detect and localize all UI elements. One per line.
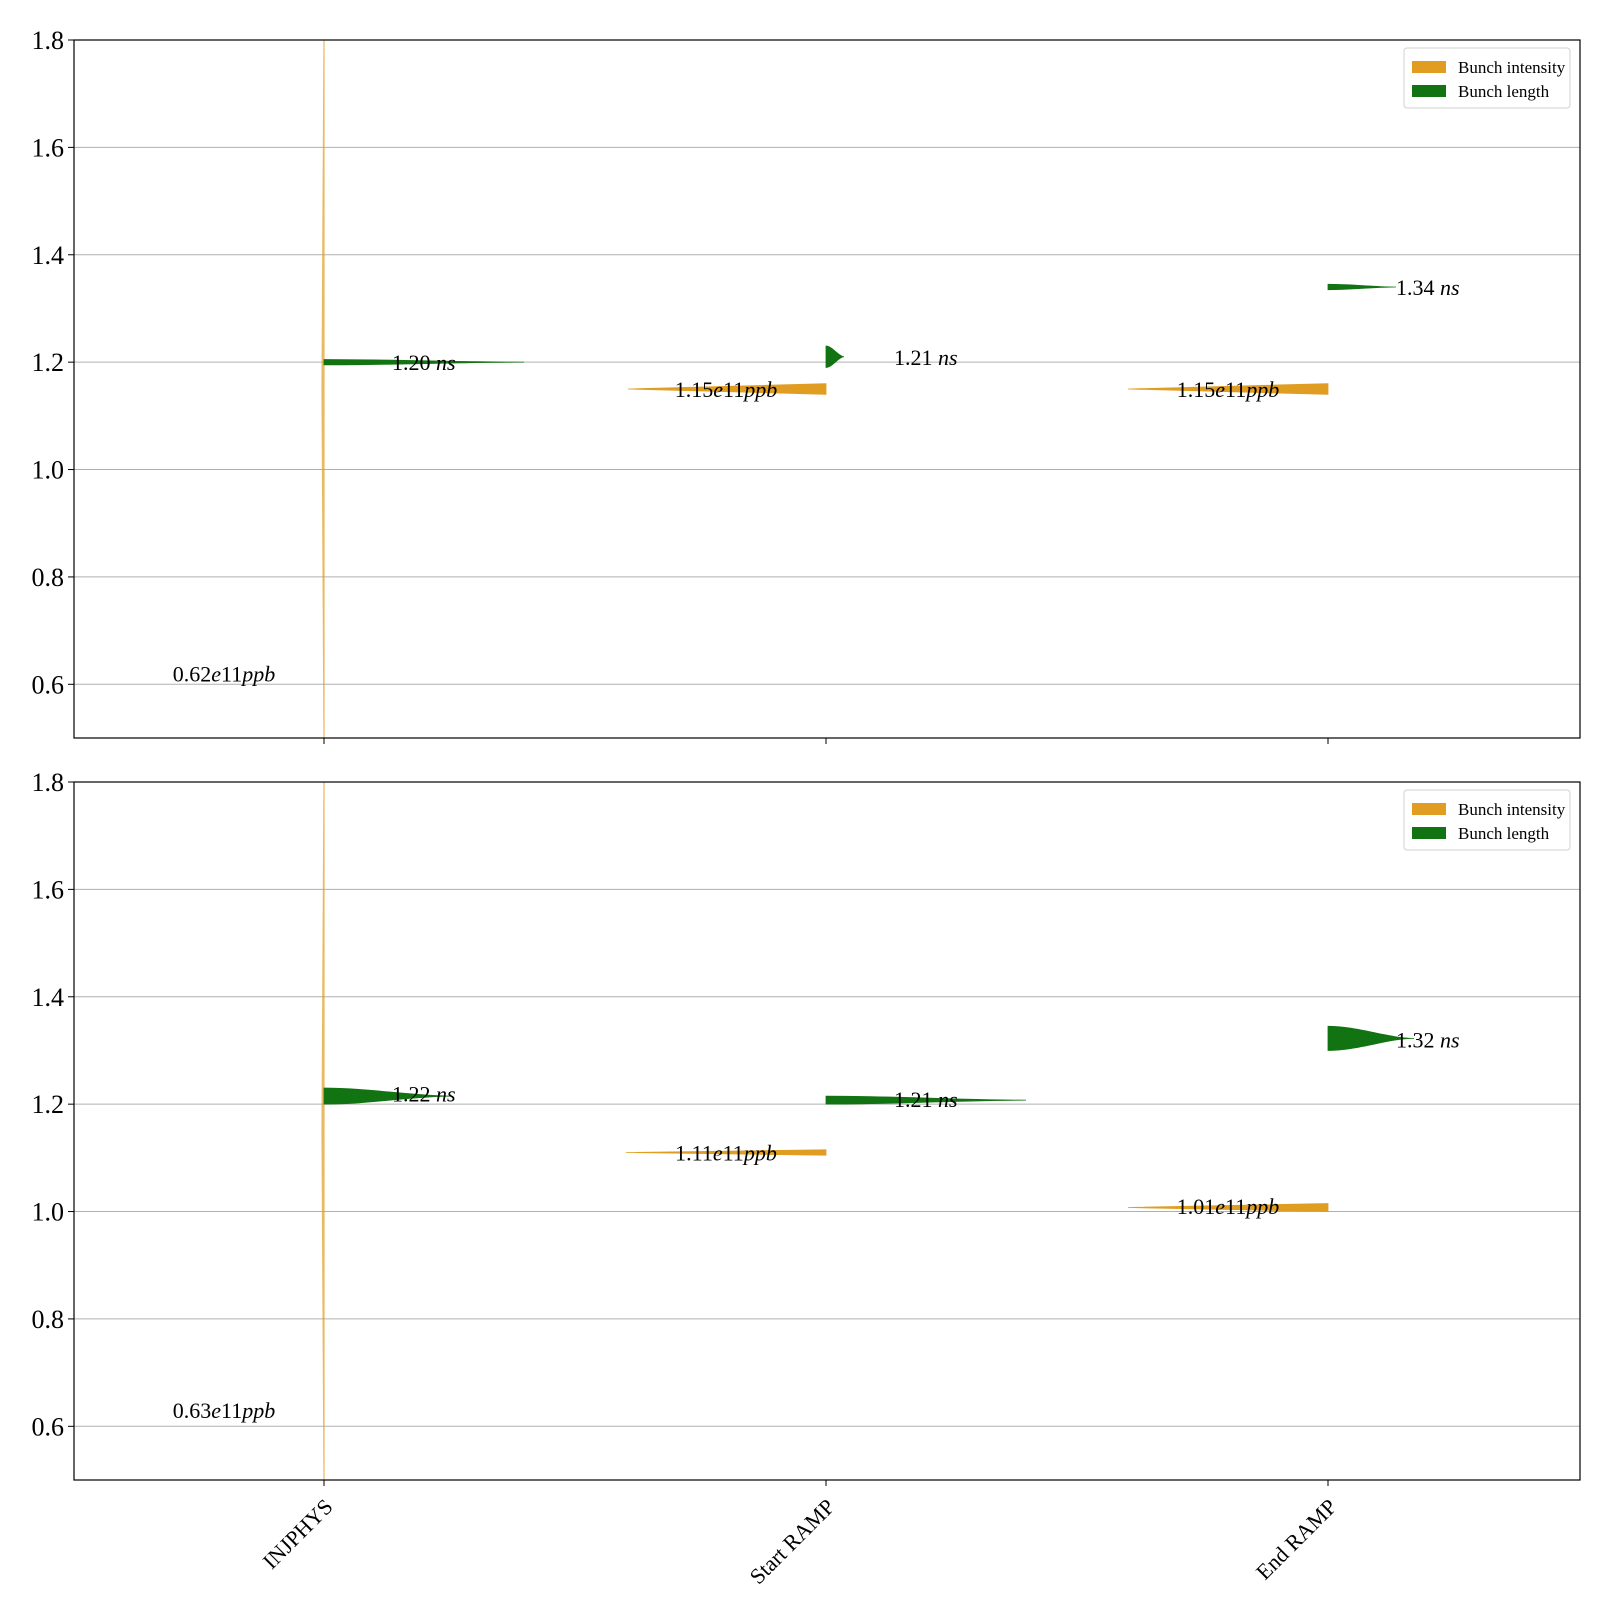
intensity-violin	[1127, 383, 1329, 395]
y-tick-label: 0.8	[32, 563, 65, 592]
y-tick-label: 1.2	[32, 1090, 65, 1119]
length-violin	[323, 1087, 453, 1105]
x-tick-label: INJPHYS	[258, 1494, 338, 1574]
x-tick-label: End RAMP	[1251, 1494, 1342, 1585]
y-tick-label: 1.8	[32, 768, 65, 797]
y-tick-label: 0.8	[32, 1305, 65, 1334]
intensity-violin	[1127, 1203, 1329, 1212]
length-violin	[1327, 1025, 1415, 1051]
y-tick-label: 1.6	[32, 133, 65, 162]
intensity-annotation: 1.01e11ppb	[1177, 1194, 1279, 1219]
length-violin	[825, 345, 845, 368]
legend: Bunch intensity Bunch length	[1403, 789, 1571, 851]
y-tick-label: 1.0	[32, 1198, 65, 1227]
intensity-violin	[627, 383, 827, 395]
y-tick-label: 0.6	[32, 1412, 65, 1441]
y-tick-label: 1.4	[32, 983, 65, 1012]
length-annotation: 1.22 ns	[392, 1081, 456, 1106]
length-annotation: 1.34 ns	[1396, 275, 1460, 300]
intensity-annotation: 0.63e11ppb	[173, 1398, 275, 1423]
intensity-violin	[321, 39, 325, 739]
legend-label: Bunch length	[1458, 82, 1550, 101]
legend-label: Bunch intensity	[1458, 58, 1566, 77]
length-annotation: 1.21 ns	[894, 1087, 958, 1112]
intensity-annotation: 0.62e11ppb	[173, 662, 275, 687]
legend-swatch	[1412, 61, 1446, 73]
bottom-panel: 0.6 0.8 1.0 1.2 1.4 1.6 1.8 0.63e11ppb 1.22 ns 1.…	[32, 768, 1581, 1589]
length-annotation: 1.32 ns	[1396, 1028, 1460, 1053]
axes-frame	[73, 39, 1581, 739]
intensity-annotation: 1.15e11ppb	[675, 377, 777, 402]
legend: Bunch intensity Bunch length	[1403, 47, 1571, 109]
y-tick-label: 1.0	[32, 456, 65, 485]
length-violin	[1327, 283, 1397, 291]
legend-label: Bunch length	[1458, 824, 1550, 843]
intensity-violin	[625, 1149, 827, 1156]
legend-swatch	[1412, 85, 1446, 97]
length-annotation: 1.21 ns	[894, 345, 958, 370]
y-tick-label: 1.6	[32, 875, 65, 904]
length-violin	[323, 359, 525, 366]
legend-label: Bunch intensity	[1458, 800, 1566, 819]
legend-swatch	[1412, 827, 1446, 839]
legend-swatch	[1412, 803, 1446, 815]
intensity-annotation: 1.15e11ppb	[1177, 377, 1279, 402]
x-tick-label: Start RAMP	[744, 1494, 839, 1589]
y-tick-label: 1.2	[32, 348, 65, 377]
intensity-violin	[321, 781, 325, 1481]
top-panel: 0.6 0.8 1.0 1.2 1.4 1.6 1.8 0.62e11ppb 1.20 ns 1.…	[32, 26, 1581, 744]
intensity-annotation: 1.11e11ppb	[675, 1140, 777, 1165]
length-violin	[825, 1095, 1027, 1105]
y-tick-label: 1.4	[32, 241, 65, 270]
y-tick-label: 1.8	[32, 26, 65, 55]
axes-frame	[73, 781, 1581, 1481]
length-annotation: 1.20 ns	[392, 350, 456, 375]
y-tick-label: 0.6	[32, 670, 65, 699]
